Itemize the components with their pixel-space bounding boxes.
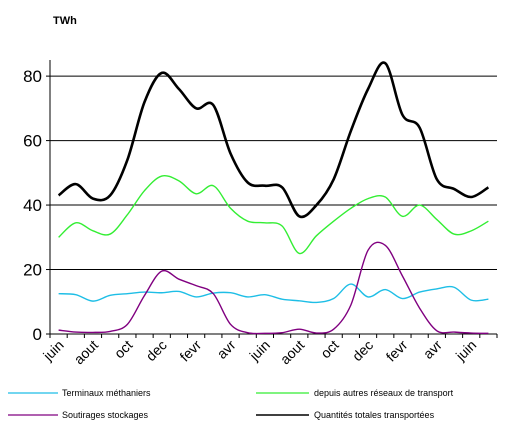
y-tick-label: 20 <box>23 261 42 280</box>
x-tick-label: juin <box>452 337 479 364</box>
x-tick-label: avr <box>420 337 445 362</box>
legend-label: depuis autres réseaux de transport <box>314 388 454 398</box>
x-tick-label: dec <box>143 337 170 364</box>
x-tick-label: dec <box>349 337 376 364</box>
x-tick-label: fevr <box>176 337 204 365</box>
x-tick-label: juin <box>39 337 66 364</box>
x-tick-label: oct <box>111 337 136 362</box>
x-tick-label: avr <box>214 337 239 362</box>
legend-label: Soutirages stockages <box>62 410 149 420</box>
y-tick-label: 60 <box>23 132 42 151</box>
x-tick-label: fevr <box>383 337 411 365</box>
x-tick-label: juin <box>246 337 273 364</box>
y-tick-label: 0 <box>33 325 42 344</box>
y-tick-label: 40 <box>23 196 42 215</box>
legend-label: Quantités totales transportées <box>314 410 435 420</box>
legend-label: Terminaux méthaniers <box>62 388 151 398</box>
series-line-3 <box>58 241 489 335</box>
series-line-1 <box>58 283 489 304</box>
series-line-4 <box>57 61 490 219</box>
series-line-2 <box>58 174 489 255</box>
x-tick-label: aout <box>71 337 102 368</box>
x-tick-label: oct <box>317 337 342 362</box>
y-axis-label: TWh <box>53 15 77 27</box>
x-tick-label: aout <box>277 337 308 368</box>
y-tick-label: 80 <box>23 67 42 86</box>
